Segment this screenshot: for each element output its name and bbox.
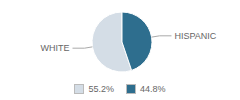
html-text:44.8%: 44.8% <box>140 84 166 94</box>
svg-text:WHITE: WHITE <box>41 43 70 53</box>
svg-text:HISPANIC: HISPANIC <box>174 31 216 41</box>
html-text:55.2%: 55.2% <box>88 84 114 94</box>
